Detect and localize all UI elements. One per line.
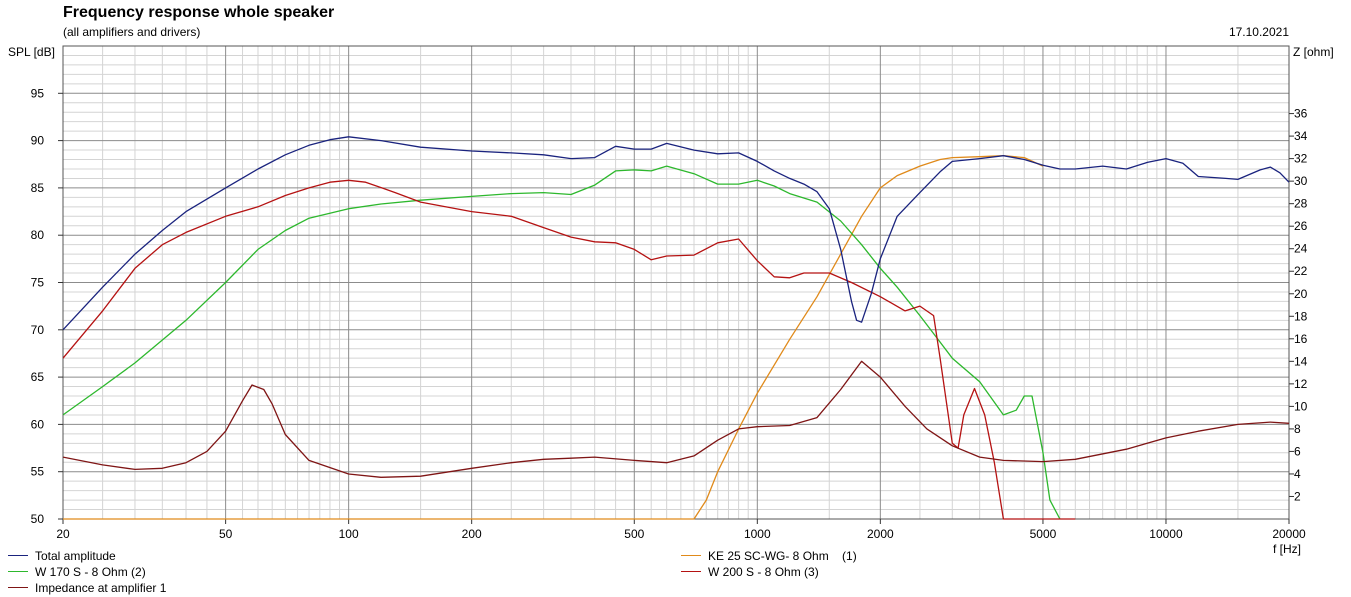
legend-label: W 200 S - 8 Ohm (3) [708,565,819,579]
x-tick-label: 500 [624,527,644,541]
x-tick-label: 200 [462,527,482,541]
y-tick-label: 70 [31,323,45,337]
series-line-ke-25-sc-wg-8-ohm-1 [63,155,1044,520]
y-tick-label: 50 [31,512,45,526]
legend-swatch [681,555,701,556]
y2-tick-label: 18 [1294,309,1308,323]
x-tick-label: 5000 [1030,527,1057,541]
legend-label: W 170 S - 8 Ohm (2) [35,565,146,579]
y-tick-label: 80 [31,228,45,242]
series-line-w-170-s-8-ohm-2 [63,165,1061,520]
y2-tick-label: 22 [1294,264,1308,278]
x-tick-label: 50 [219,527,233,541]
y2-tick-label: 14 [1294,354,1308,368]
y2-tick-label: 26 [1294,219,1308,233]
chart-title: Frequency response whole speaker [63,4,335,21]
y2-tick-label: 34 [1294,129,1308,143]
y2-tick-label: 16 [1294,332,1308,346]
y2-tick-label: 28 [1294,197,1308,211]
y-axis-label-left: SPL [dB] [8,45,55,59]
y-tick-label: 65 [31,370,45,384]
legend-swatch [8,571,28,572]
x-tick-label: 20000 [1272,527,1306,541]
y2-tick-label: 10 [1294,399,1308,413]
y2-tick-label: 32 [1294,152,1308,166]
y2-tick-label: 20 [1294,287,1308,301]
legend-swatch [8,587,28,588]
series-line-total-amplitude [63,136,1289,331]
x-tick-label: 10000 [1149,527,1183,541]
y-tick-label: 60 [31,417,45,431]
y-tick-label: 55 [31,465,45,479]
y2-tick-label: 4 [1294,467,1301,481]
legend-label: Impedance at amplifier 1 [35,581,167,595]
y2-tick-label: 12 [1294,377,1308,391]
y2-tick-label: 36 [1294,107,1308,121]
y2-tick-label: 2 [1294,489,1301,503]
legend-swatch [8,555,28,556]
legend-label: Total amplitude [35,549,116,563]
y-axis-label-right: Z [ohm] [1293,45,1334,59]
y2-tick-label: 30 [1294,174,1308,188]
chart-date: 17.10.2021 [1228,25,1289,39]
x-tick-label: 100 [339,527,359,541]
y2-tick-label: 8 [1294,422,1301,436]
x-axis-label: f [Hz] [1273,542,1302,556]
y2-tick-label: 24 [1294,242,1308,256]
y-tick-label: 95 [31,86,45,100]
y-tick-label: 75 [31,276,45,290]
series-line-impedance-at-amplifier-1 [63,360,1289,478]
y-tick-label: 85 [31,181,45,195]
x-tick-label: 2000 [867,527,894,541]
series-line-w-200-s-8-ohm-3 [63,179,1076,520]
legend-label: KE 25 SC-WG- 8 Ohm (1) [708,549,857,563]
legend-swatch [681,571,701,572]
x-tick-label: 20 [56,527,70,541]
x-tick-label: 1000 [744,527,771,541]
y2-tick-label: 6 [1294,444,1301,458]
chart-subtitle: (all amplifiers and drivers) [63,25,201,39]
y-tick-label: 90 [31,134,45,148]
